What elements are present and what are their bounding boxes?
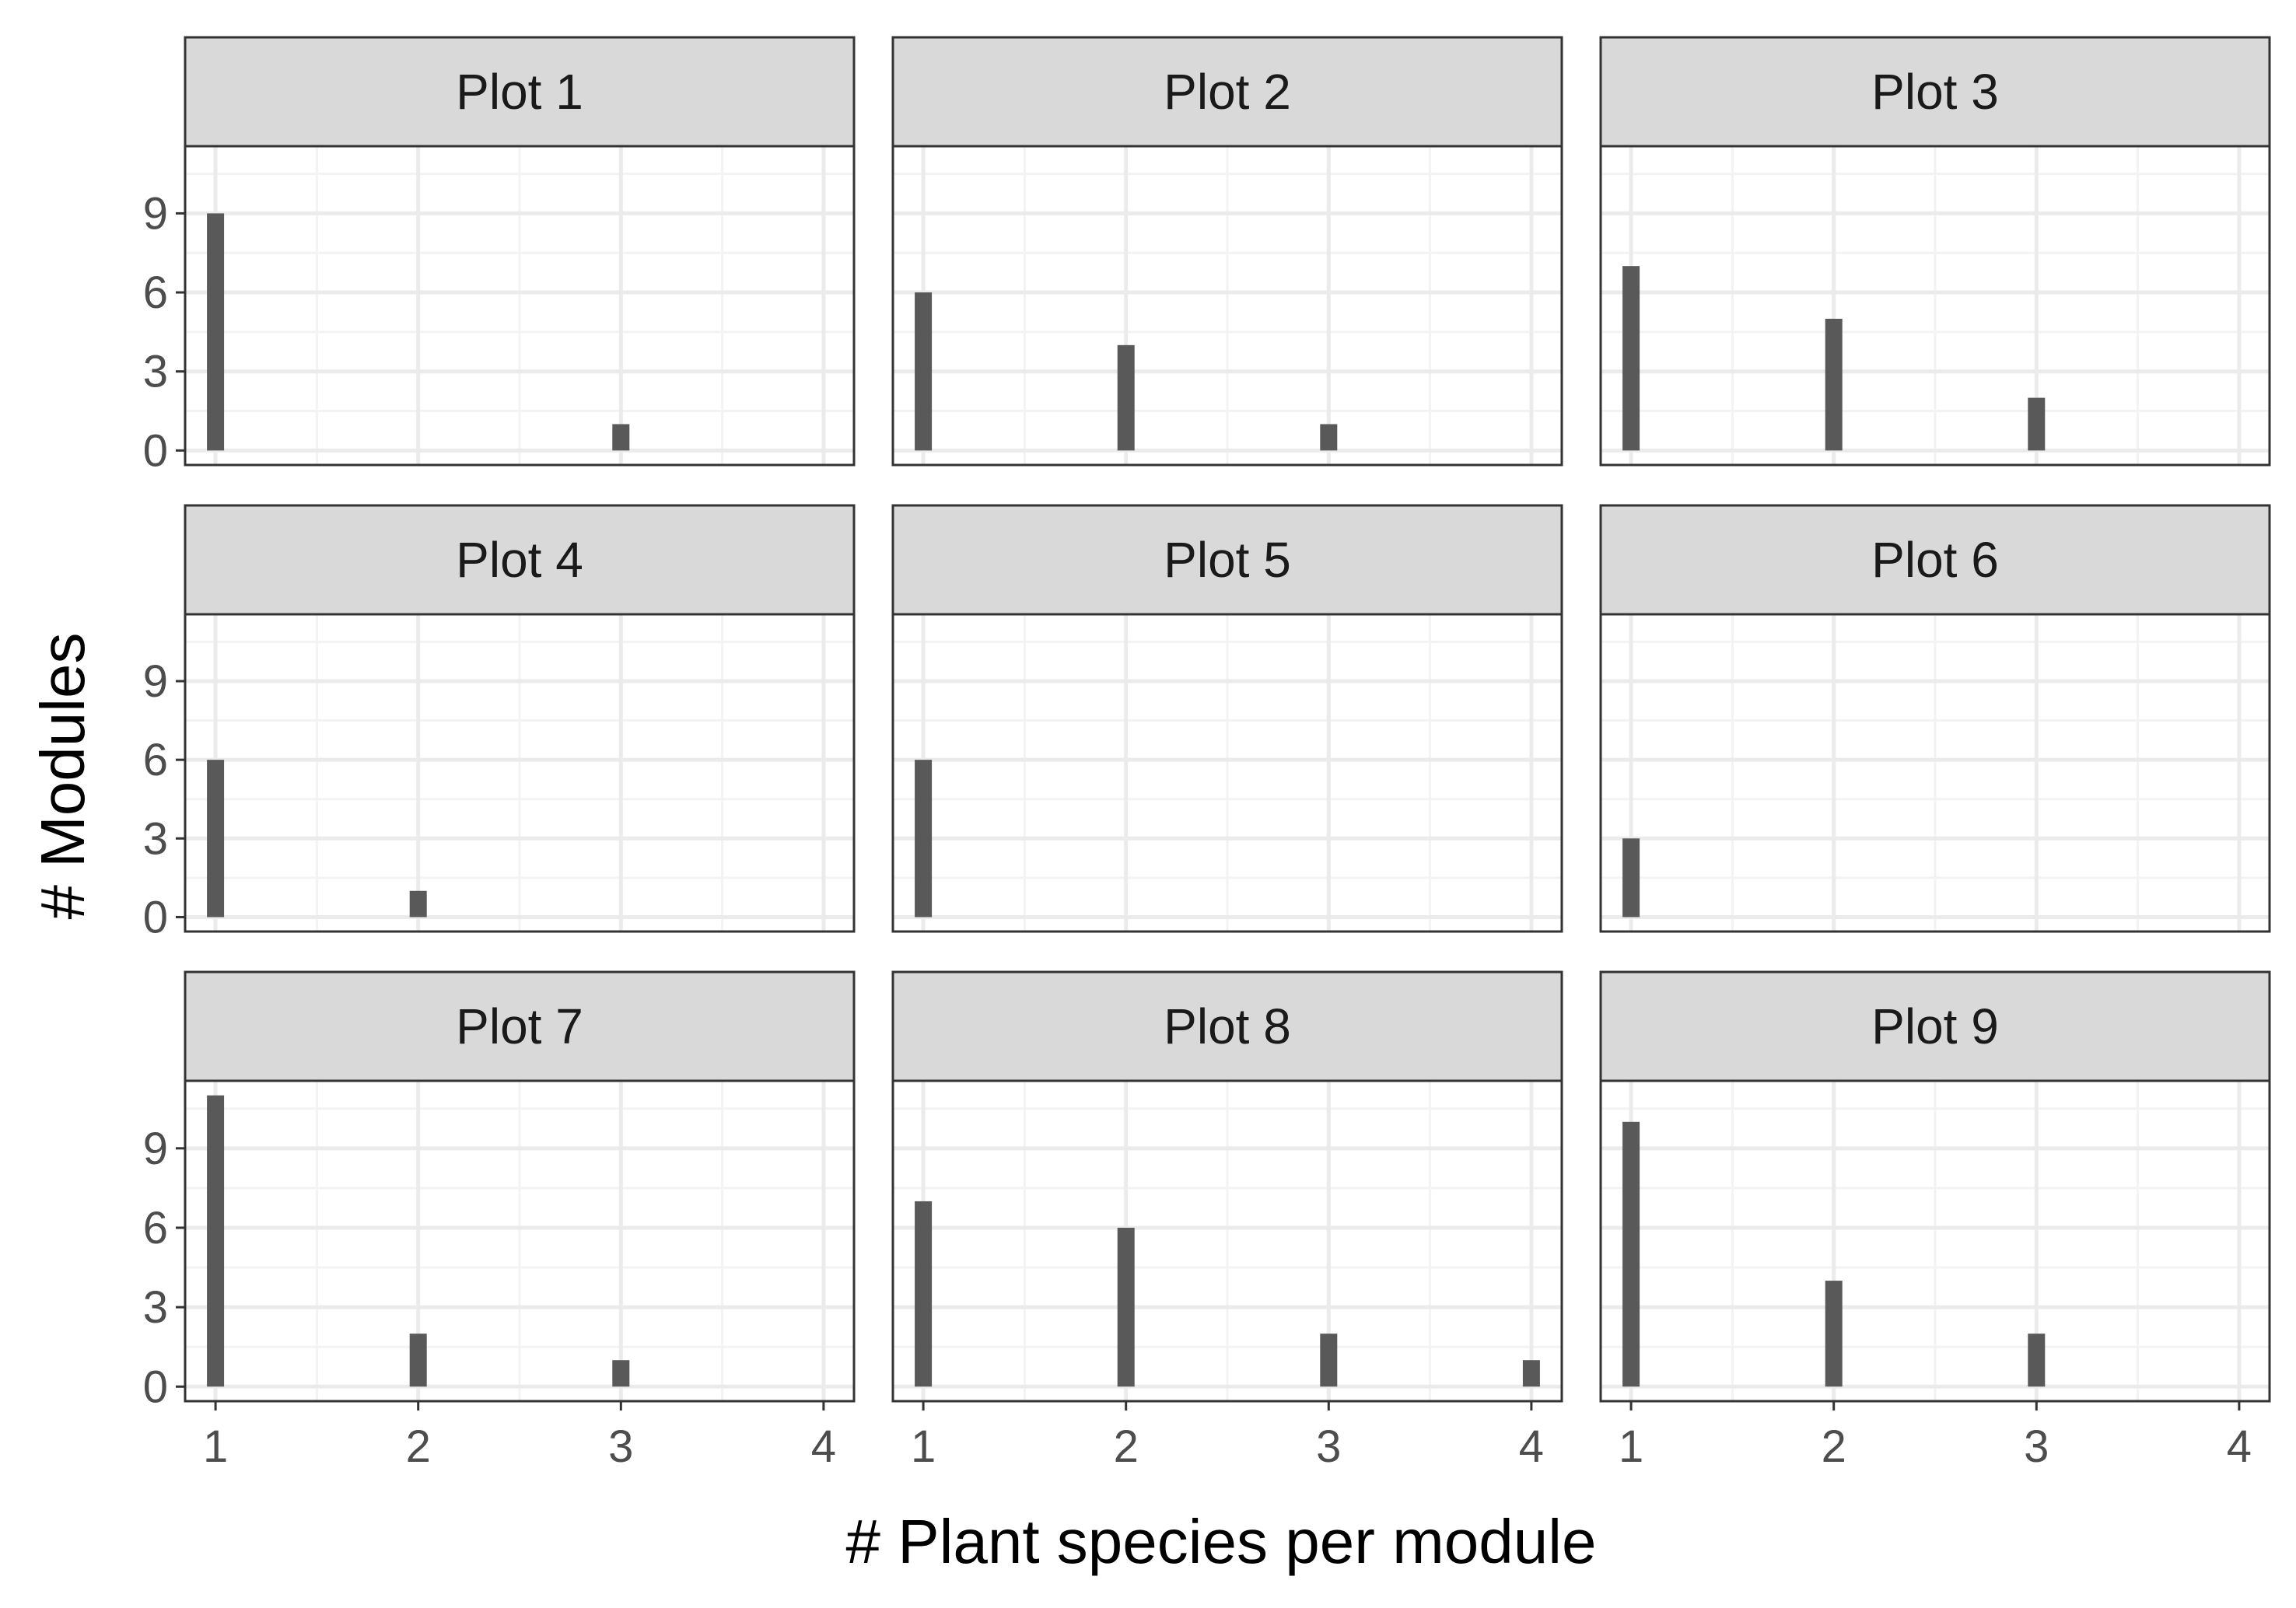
y-axis-title: # Modules bbox=[28, 632, 97, 919]
panel-5: Plot 5 bbox=[891, 504, 1563, 933]
y-tick-label: 3 bbox=[143, 813, 168, 864]
y-tick-label: 0 bbox=[143, 1362, 168, 1412]
y-tick-label: 3 bbox=[143, 1282, 168, 1333]
facet-strip bbox=[184, 504, 856, 616]
panel-border bbox=[891, 1079, 1563, 1403]
bar-x2 bbox=[1117, 344, 1135, 451]
x-tick-label: 4 bbox=[811, 1421, 836, 1472]
panels-layer: Plot 1 Plot 2 Plot 3 Plot 4 Plot 5 Plot 6 Plot… bbox=[184, 36, 2271, 1403]
bar-x1 bbox=[915, 292, 933, 451]
y-tick-label: 0 bbox=[143, 892, 168, 942]
bar-x1 bbox=[915, 760, 933, 918]
bar-x1 bbox=[207, 760, 225, 918]
x-tick-label: 2 bbox=[406, 1421, 431, 1472]
facet-strip bbox=[891, 36, 1563, 148]
y-tick-label: 6 bbox=[143, 735, 168, 785]
facet-title: Plot 8 bbox=[1164, 998, 1291, 1054]
bar-x1 bbox=[207, 1095, 225, 1387]
facet-strip bbox=[184, 970, 856, 1082]
panel-border bbox=[891, 145, 1563, 467]
facet-title: Plot 3 bbox=[1871, 64, 1999, 120]
facet-title: Plot 2 bbox=[1164, 64, 1291, 120]
facet-title: Plot 9 bbox=[1871, 998, 1999, 1054]
facet-title: Plot 6 bbox=[1871, 532, 1999, 588]
bar-x2 bbox=[409, 1334, 427, 1387]
panel-7: Plot 7 bbox=[184, 970, 856, 1403]
bar-x1 bbox=[1622, 838, 1640, 918]
bar-x1 bbox=[207, 213, 225, 451]
panel-border bbox=[1599, 613, 2271, 933]
panel-border bbox=[184, 613, 856, 933]
panel-border bbox=[891, 613, 1563, 933]
x-tick-label: 1 bbox=[203, 1421, 228, 1472]
bar-x1 bbox=[915, 1201, 933, 1387]
bar-x3 bbox=[1320, 1334, 1338, 1387]
facet-title: Plot 7 bbox=[456, 998, 583, 1054]
y-tick-label: 0 bbox=[143, 425, 168, 476]
panel-6: Plot 6 bbox=[1599, 504, 2271, 933]
panel-2: Plot 2 bbox=[891, 36, 1563, 467]
bar-x3 bbox=[612, 1360, 630, 1387]
facet-strip bbox=[891, 504, 1563, 616]
facet-title: Plot 1 bbox=[456, 64, 583, 120]
y-tick-label: 9 bbox=[143, 188, 168, 239]
x-tick-label: 2 bbox=[1114, 1421, 1139, 1472]
facet-strip bbox=[891, 970, 1563, 1082]
x-tick-label: 1 bbox=[1619, 1421, 1643, 1472]
y-tick-label: 6 bbox=[143, 267, 168, 318]
panel-9: Plot 9 bbox=[1599, 970, 2271, 1403]
x-tick-label: 1 bbox=[911, 1421, 936, 1472]
facet-strip bbox=[1599, 36, 2271, 148]
panel-1: Plot 1 bbox=[184, 36, 856, 467]
x-tick-label: 2 bbox=[1822, 1421, 1846, 1472]
panel-border bbox=[184, 145, 856, 467]
bar-x3 bbox=[612, 424, 630, 451]
facet-strip bbox=[184, 36, 856, 148]
panel-border bbox=[184, 1079, 856, 1403]
x-tick-label: 4 bbox=[2227, 1421, 2252, 1472]
x-tick-label: 3 bbox=[608, 1421, 633, 1472]
bar-x4 bbox=[1522, 1360, 1540, 1387]
facet-strip bbox=[1599, 970, 2271, 1082]
panel-3: Plot 3 bbox=[1599, 36, 2271, 467]
x-tick-label: 3 bbox=[1316, 1421, 1341, 1472]
x-tick-label: 4 bbox=[1519, 1421, 1544, 1472]
y-tick-label: 6 bbox=[143, 1203, 168, 1253]
panel-4: Plot 4 bbox=[184, 504, 856, 933]
panel-8: Plot 8 bbox=[891, 970, 1563, 1403]
facet-title: Plot 4 bbox=[456, 532, 583, 588]
y-tick-label: 3 bbox=[143, 347, 168, 397]
x-tick-label: 3 bbox=[2024, 1421, 2049, 1472]
x-axis-title: # Plant species per module bbox=[846, 1507, 1597, 1576]
bar-x1 bbox=[1622, 1121, 1640, 1387]
bar-x3 bbox=[1320, 424, 1338, 451]
facet-strip bbox=[1599, 504, 2271, 616]
bar-x2 bbox=[1117, 1227, 1135, 1387]
bar-x2 bbox=[409, 890, 427, 918]
y-tick-label: 9 bbox=[143, 656, 168, 707]
bar-x2 bbox=[1825, 1281, 1843, 1387]
bar-x3 bbox=[2028, 397, 2046, 451]
bar-x3 bbox=[2028, 1334, 2046, 1387]
panel-border bbox=[1599, 145, 2271, 467]
y-tick-label: 9 bbox=[143, 1124, 168, 1174]
bar-x1 bbox=[1622, 266, 1640, 451]
panel-border bbox=[1599, 1079, 2271, 1403]
bar-x2 bbox=[1825, 318, 1843, 451]
facet-title: Plot 5 bbox=[1164, 532, 1291, 588]
